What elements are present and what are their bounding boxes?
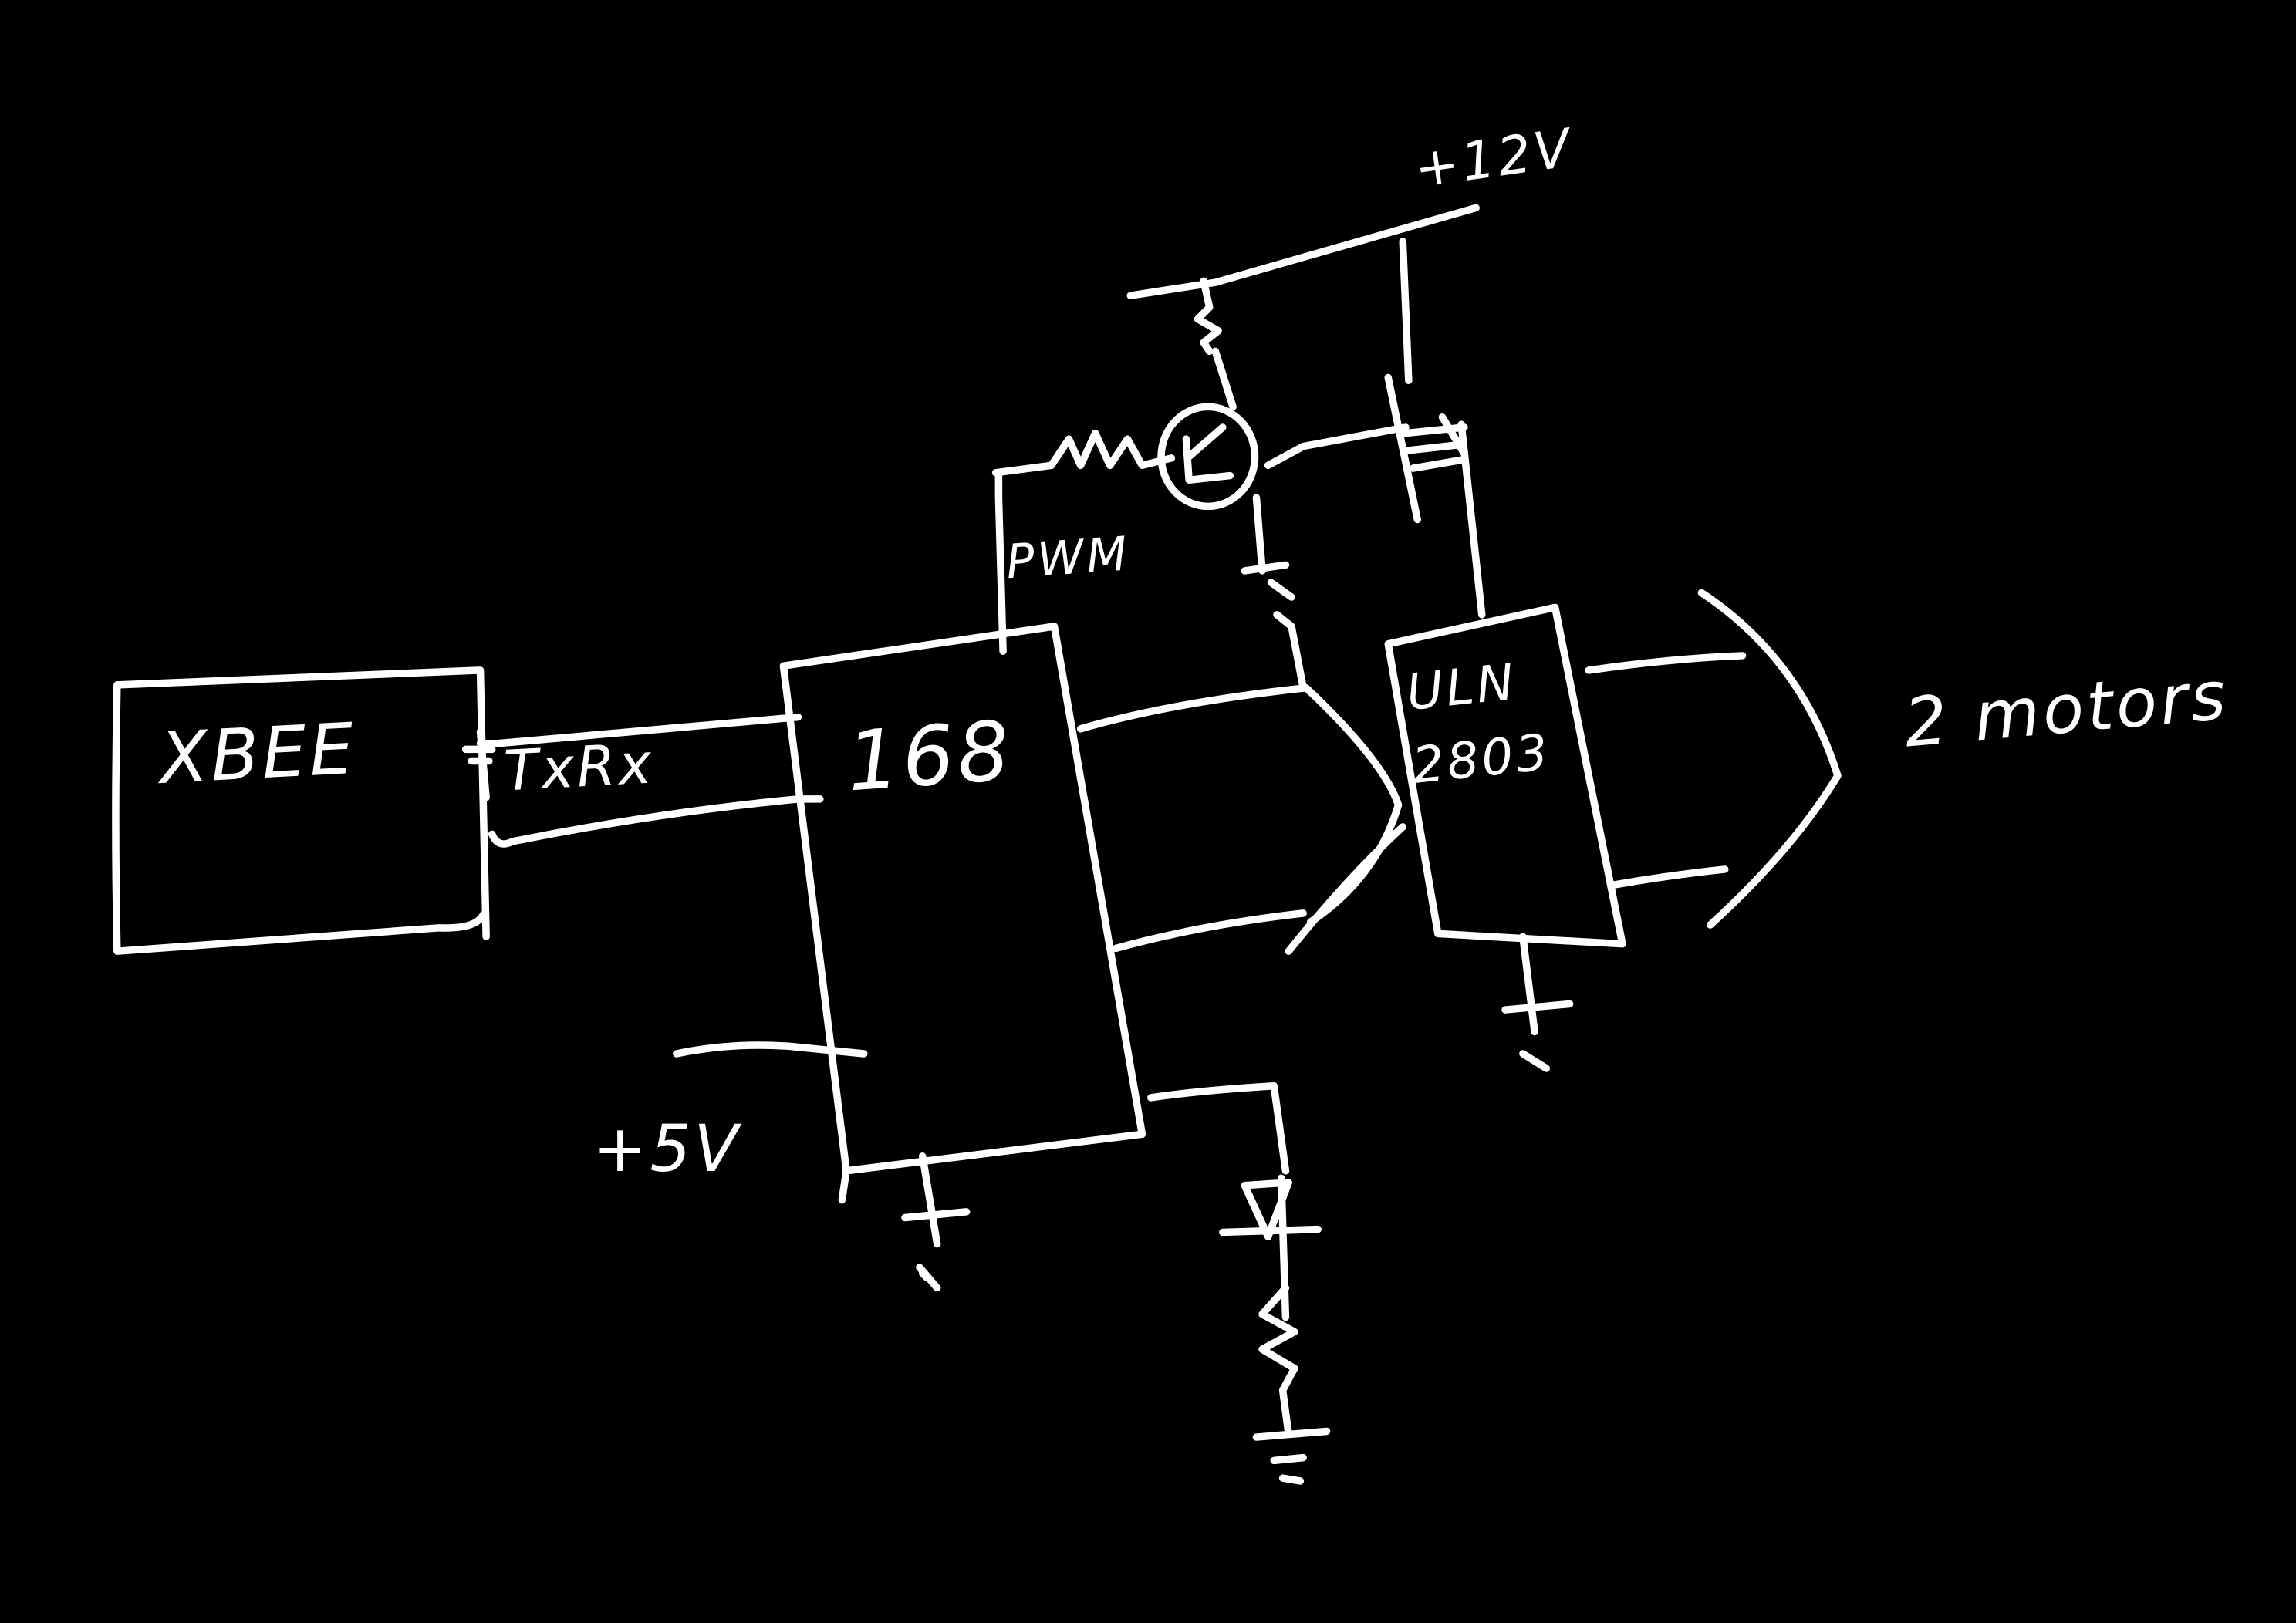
txrx-stub xyxy=(461,727,496,801)
pwm-label: PWM xyxy=(1004,527,1132,589)
xbee-box xyxy=(112,666,490,955)
pwm-wire xyxy=(994,469,1007,655)
tx-wire xyxy=(476,713,802,747)
transistor-emitter xyxy=(1252,494,1266,575)
rx-wire xyxy=(488,795,824,848)
transistor xyxy=(1157,403,1259,511)
motor-wire-lower xyxy=(1607,865,1729,889)
uln-box xyxy=(1384,603,1626,948)
v5-label: +5V xyxy=(593,1112,742,1186)
uln-label-line2: 2803 xyxy=(1410,724,1553,795)
transistor-internals xyxy=(1182,423,1234,484)
led-diode xyxy=(1219,1174,1322,1321)
bus-upper xyxy=(1076,683,1403,926)
mcu-box xyxy=(779,623,1146,1175)
v12-rail xyxy=(1126,204,1480,299)
uln-label-line1: ULN xyxy=(1404,653,1520,722)
mosfet xyxy=(1384,238,1486,619)
led-resistor xyxy=(1258,1284,1298,1439)
mcu-ground xyxy=(838,1152,971,1292)
v12-label: +12V xyxy=(1411,118,1578,201)
uln-ground xyxy=(1501,933,1574,1072)
motor-bracket xyxy=(1697,589,1842,929)
mcu-label: 168 xyxy=(844,704,1015,811)
base-resistor xyxy=(991,429,1176,477)
led-wire xyxy=(1147,1081,1290,1175)
led-ground xyxy=(1252,1427,1331,1485)
xbee-label: XBEE xyxy=(154,708,358,800)
bus-lower-arc xyxy=(1285,823,1406,955)
bus-lower xyxy=(1112,909,1307,953)
motors-label: 2 motors xyxy=(1901,656,2231,762)
gate-wire xyxy=(1264,423,1410,470)
emitter-ground xyxy=(1241,561,1307,692)
pullup-resistor xyxy=(1194,277,1237,411)
txrx-label: TxRx xyxy=(502,731,656,804)
v5-wire xyxy=(673,1041,868,1058)
motor-wire-upper xyxy=(1585,652,1747,674)
